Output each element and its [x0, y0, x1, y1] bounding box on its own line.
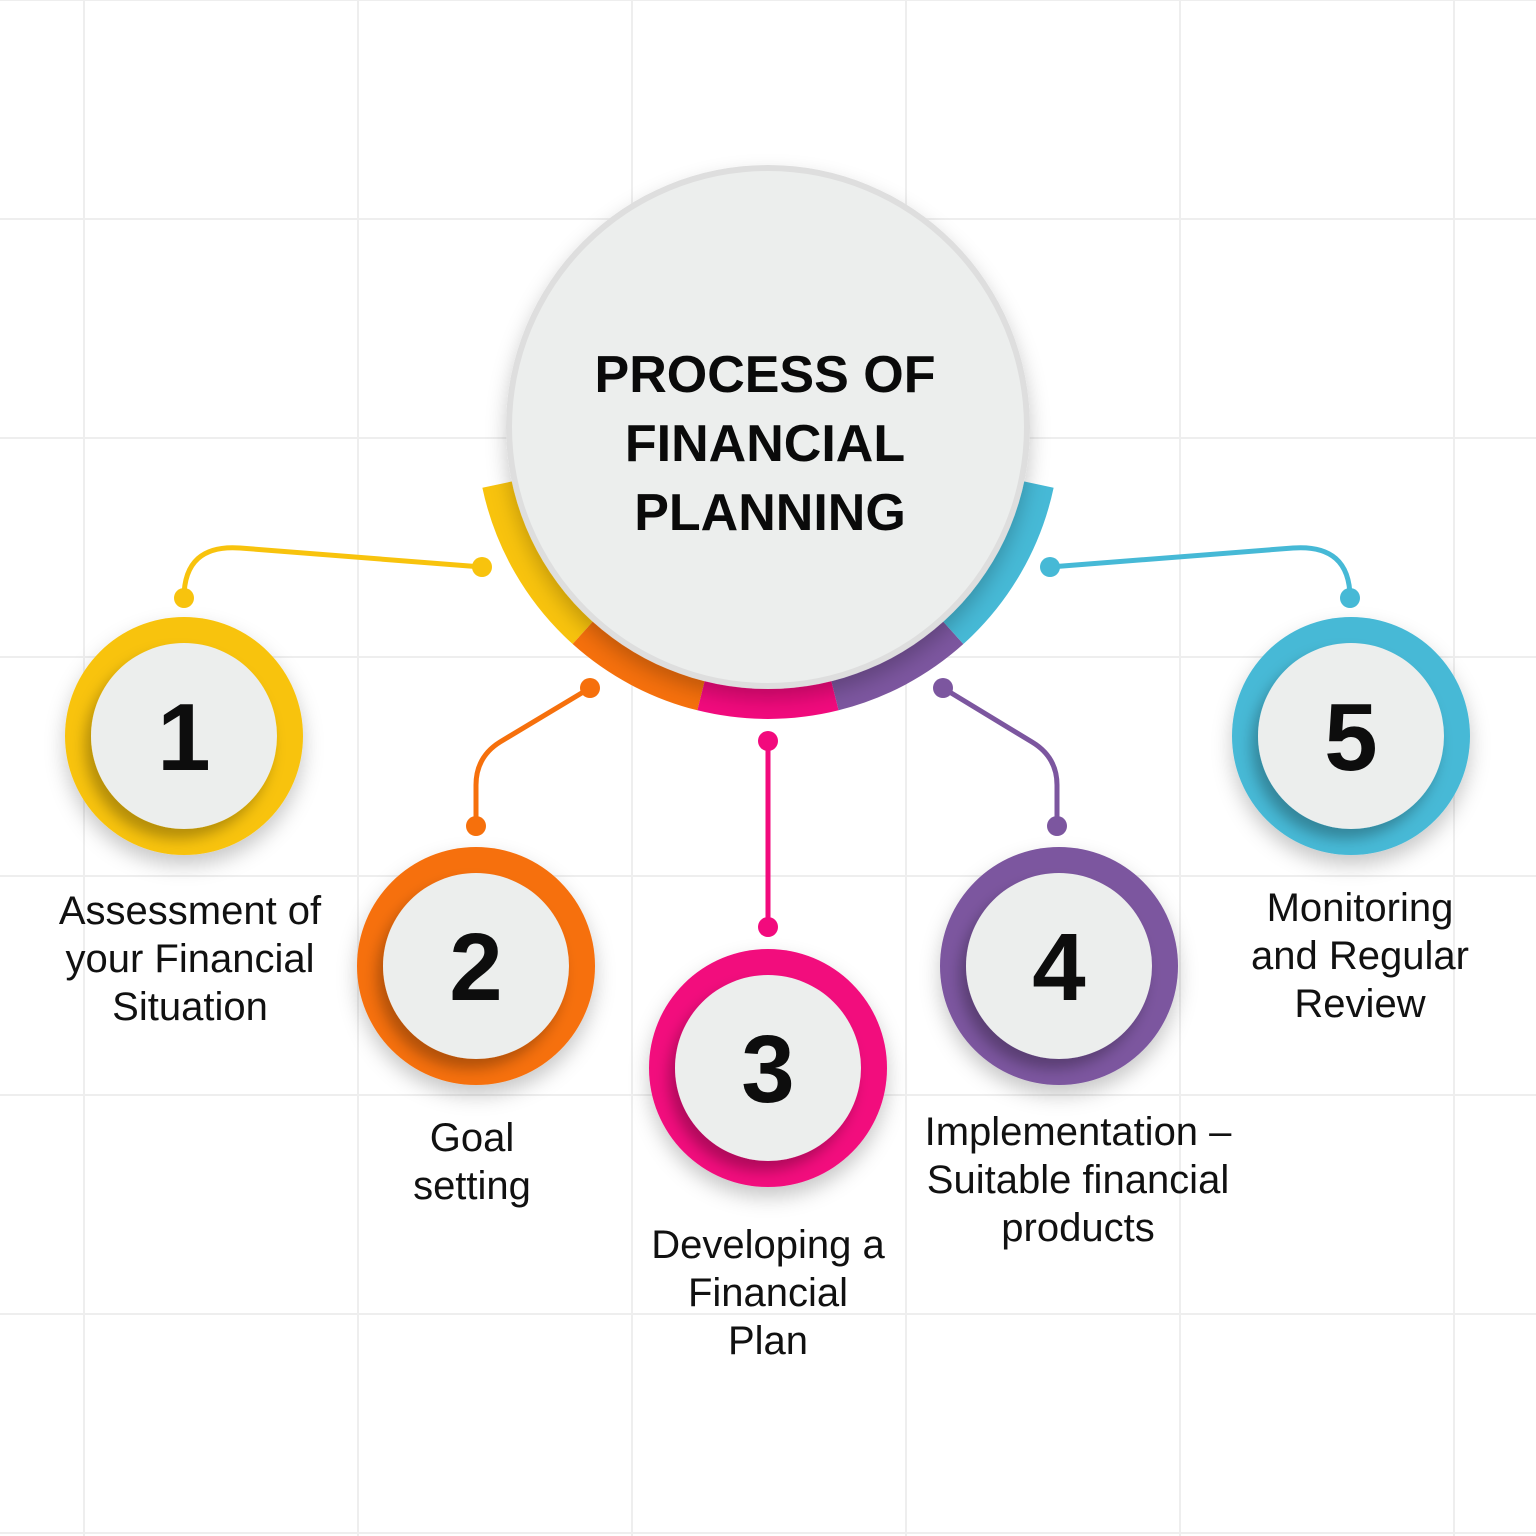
title-line-3: PLANNING: [634, 484, 906, 542]
step-label-3: Developing a Financial Plan: [608, 1221, 928, 1365]
step-label-1-line-3: Situation: [112, 985, 268, 1029]
step-circle-3: 3: [649, 949, 887, 1187]
central-color-arc: [482, 480, 1054, 719]
title-line-2: FINANCIAL: [625, 415, 905, 473]
step-number-3: 3: [741, 1016, 794, 1123]
connector-3: [758, 731, 778, 937]
title-line-1: PROCESS OF: [595, 346, 936, 404]
arc-segment-2: [572, 618, 706, 711]
step-circle-2: 2: [357, 847, 595, 1085]
step-label-3-line-2: Financial: [687, 1271, 849, 1315]
arc-segment-3: [697, 677, 839, 719]
step-label-1: Assessment of your Financial Situation: [30, 887, 350, 1031]
connector-2: [466, 678, 600, 836]
connector-4: [933, 678, 1067, 836]
step-label-1-line-2: your Financial: [65, 937, 315, 981]
step-label-4: Implementation – Suitable financial prod…: [888, 1108, 1268, 1252]
connector-1: [174, 545, 492, 608]
step-label-1-line-1: Assessment of: [58, 889, 322, 933]
step-label-2-line-2: setting: [413, 1164, 531, 1208]
step-circle-5: 5: [1232, 617, 1470, 855]
arc-segment-1: [482, 480, 596, 645]
connector-5: [1040, 545, 1360, 608]
step-label-5-line-1: Monitoring: [1266, 886, 1454, 930]
step-circle-1: 1: [65, 617, 303, 855]
step-number-2: 2: [449, 914, 502, 1021]
step-label-4-line-3: products: [1001, 1206, 1155, 1250]
step-label-5-line-2: and Regular: [1251, 934, 1469, 978]
step-number-5: 5: [1324, 684, 1377, 791]
step-label-5-line-3: Review: [1294, 982, 1426, 1026]
step-label-2-line-1: Goal: [429, 1116, 515, 1160]
step-label-2: Goal setting: [372, 1114, 572, 1210]
step-label-4-line-1: Implementation –: [924, 1110, 1232, 1154]
step-label-3-line-3: Plan: [727, 1319, 809, 1363]
central-circle: PROCESS OF FINANCIAL PLANNING: [506, 165, 1030, 689]
step-label-3-line-1: Developing a: [651, 1223, 885, 1267]
step-number-1: 1: [157, 684, 210, 791]
arc-segment-4: [830, 618, 964, 711]
step-number-4: 4: [1032, 914, 1085, 1021]
arc-segment-5: [940, 480, 1054, 645]
step-label-5: Monitoring and Regular Review: [1210, 884, 1510, 1028]
step-circle-4: 4: [940, 847, 1178, 1085]
step-label-4-line-2: Suitable financial: [926, 1158, 1230, 1202]
